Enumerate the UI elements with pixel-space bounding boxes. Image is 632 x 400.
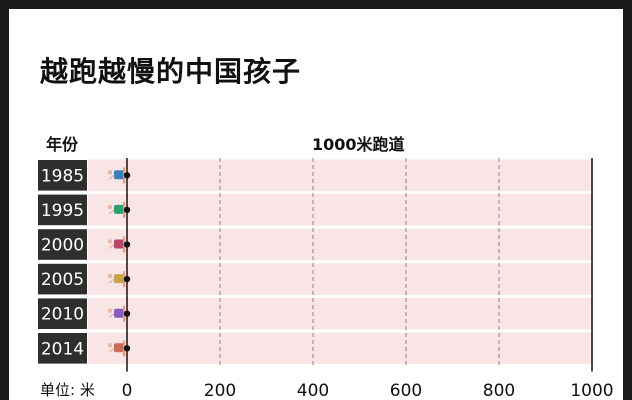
year-label: 1985 [41,166,84,186]
year-label-box [38,229,87,260]
value-marker [123,275,131,283]
lane [88,332,592,365]
runner-body [114,170,125,180]
value-marker [123,310,131,317]
value-marker [123,172,131,179]
unit-label: 单位: 米 [40,381,95,399]
runner-body [114,204,125,214]
x-tick-label: 200 [204,381,236,400]
runner-arm [108,209,115,215]
runner-arm [108,347,115,353]
runner-head [107,273,113,279]
value-marker [123,206,131,214]
lane [88,159,592,192]
runner-arm [108,174,115,180]
year-label: 2010 [41,305,84,325]
year-label: 2014 [41,339,84,359]
year-label-box [38,263,87,295]
lane [88,228,592,261]
runner-body [114,274,125,284]
year-label-box [38,194,87,226]
runner-body [114,239,125,249]
runner-head [107,343,113,348]
value-marker [123,241,131,248]
runner-body [114,308,125,318]
runner-head [107,170,113,175]
runner-arm [108,313,115,319]
year-label-box [38,333,87,364]
runner-arm [108,278,115,284]
x-tick-label: 600 [390,381,422,400]
runner-head [107,239,113,244]
runner-body [114,343,125,353]
year-label: 2000 [41,236,84,256]
x-tick-label: 800 [483,381,515,400]
runner-head [107,204,113,210]
lane [88,263,592,295]
runner-head [107,308,113,313]
x-tick-label: 400 [297,381,329,400]
x-tick-label: 1000 [570,381,613,400]
lane [88,194,592,226]
runner-arm [108,243,115,250]
year-label: 1995 [41,201,84,221]
lane [88,297,592,330]
value-marker [123,345,131,352]
year-label-box [38,298,87,329]
track-column-label: 1000米跑道 [312,135,405,154]
year-column-label: 年份 [46,135,79,154]
x-tick-label: 0 [122,381,133,400]
chart-title: 越跑越慢的中国孩子 [40,55,302,88]
year-label: 2005 [41,270,84,290]
year-label-box [38,160,87,191]
